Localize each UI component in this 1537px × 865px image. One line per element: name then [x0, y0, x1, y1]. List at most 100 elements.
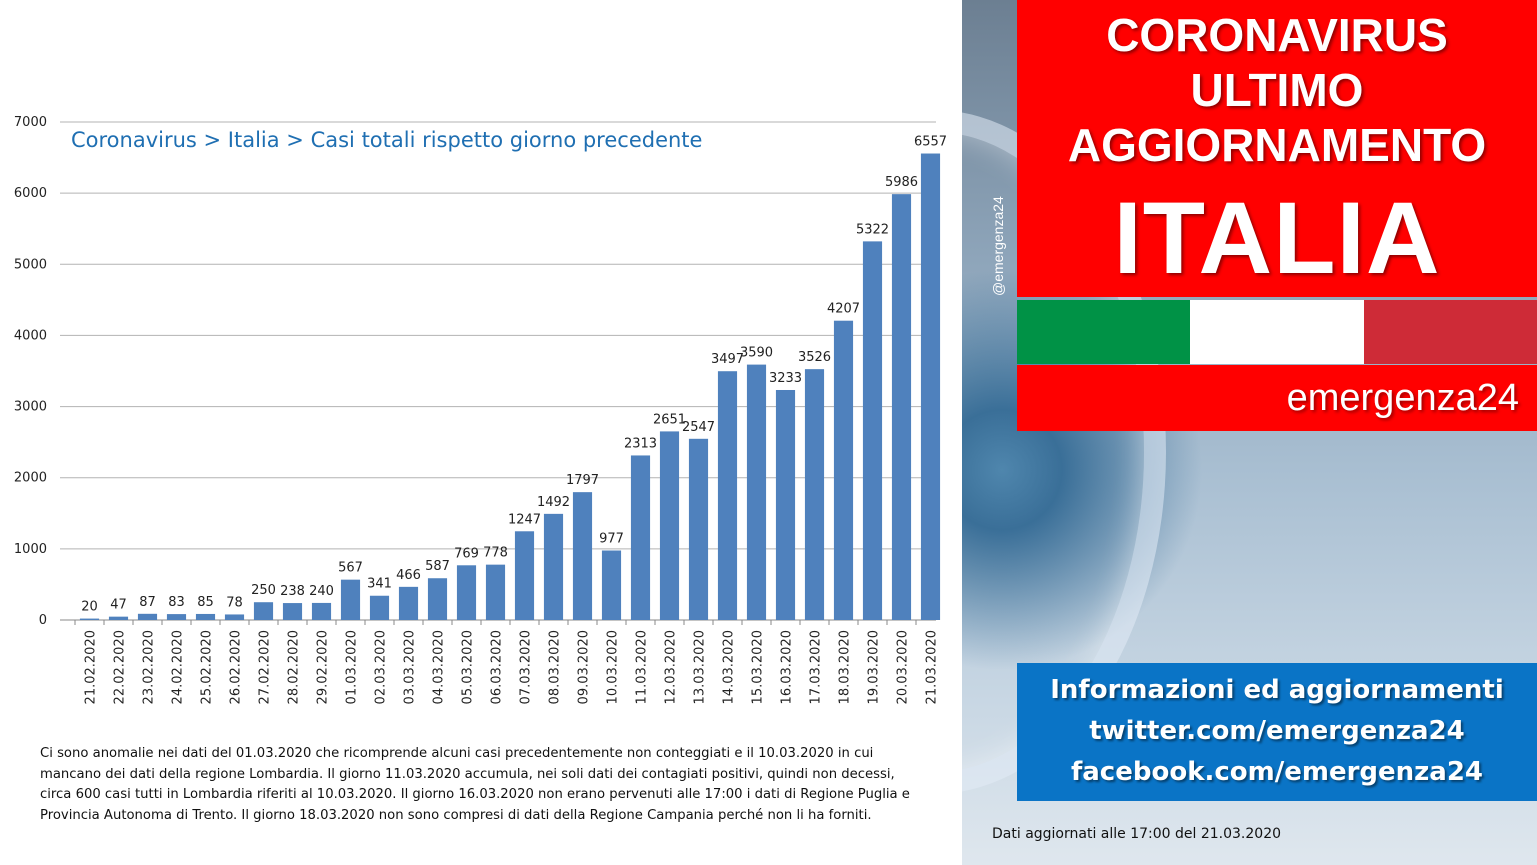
bar: [572, 492, 593, 620]
x-tick-label: 23.02.2020: [142, 630, 157, 704]
x-tick-label: 07.03.2020: [519, 630, 534, 704]
y-tick-label: 4000: [14, 328, 47, 343]
italian-flag: [1017, 300, 1537, 364]
data-label: 1247: [508, 512, 541, 527]
bar: [253, 602, 274, 620]
bar: [427, 578, 448, 620]
data-label: 78: [226, 595, 243, 610]
bar: [485, 564, 506, 620]
data-label: 87: [139, 595, 156, 610]
x-tick-label: 18.03.2020: [838, 630, 853, 704]
x-tick-label: 20.03.2020: [896, 630, 911, 704]
x-tick-label: 11.03.2020: [635, 630, 650, 704]
x-tick-label: 02.03.2020: [374, 630, 389, 704]
data-label: 466: [396, 568, 421, 583]
x-tick-label: 06.03.2020: [490, 630, 505, 704]
info-box: Informazioni ed aggiornamenti twitter.co…: [1017, 663, 1537, 801]
bar: [601, 550, 622, 620]
info-heading: Informazioni ed aggiornamenti: [1050, 675, 1504, 705]
x-tick-label: 25.02.2020: [200, 630, 215, 704]
bar: [775, 389, 796, 620]
x-tick-label: 03.03.2020: [403, 630, 418, 704]
bar: [398, 586, 419, 620]
bar: [166, 614, 187, 620]
bar: [311, 602, 332, 620]
x-tick-label: 17.03.2020: [809, 630, 824, 704]
flag-white-stripe: [1190, 300, 1364, 364]
x-tick-label: 08.03.2020: [548, 630, 563, 704]
bar: [862, 241, 883, 620]
y-tick-label: 1000: [14, 542, 47, 557]
data-label: 85: [197, 595, 214, 610]
chart-title: Coronavirus > Italia > Casi totali rispe…: [71, 128, 703, 152]
bar: [688, 438, 709, 620]
x-tick-label: 12.03.2020: [664, 630, 679, 704]
data-label: 341: [367, 577, 392, 592]
data-label: 3590: [740, 346, 773, 361]
headline-line-2: ULTIMO: [1190, 64, 1364, 116]
data-label: 977: [599, 531, 624, 546]
bar: [804, 369, 825, 620]
bar: [195, 613, 216, 620]
bar: [137, 613, 158, 620]
data-label: 1492: [537, 495, 570, 510]
twitter-link[interactable]: twitter.com/emergenza24: [1089, 716, 1465, 746]
data-label: 5986: [885, 175, 918, 190]
brand-box: emergenza24: [1017, 365, 1537, 431]
data-label: 769: [454, 546, 479, 561]
y-tick-label: 5000: [14, 257, 47, 272]
bar: [456, 565, 477, 620]
headline-line-3: AGGIORNAMENTO: [1067, 119, 1487, 171]
y-tick-label: 2000: [14, 471, 47, 486]
bar: [746, 364, 767, 620]
data-label: 3497: [711, 352, 744, 367]
x-tick-label: 21.03.2020: [925, 630, 940, 704]
x-tick-label: 10.03.2020: [606, 630, 621, 704]
x-tick-label: 22.02.2020: [113, 630, 128, 704]
data-label: 47: [110, 598, 127, 613]
bar: [224, 614, 245, 620]
headline-country: ITALIA: [1113, 181, 1441, 295]
y-tick-label: 6000: [14, 186, 47, 201]
flag-green-stripe: [1017, 300, 1191, 364]
headline-box: CORONAVIRUS ULTIMO AGGIORNAMENTO ITALIA: [1017, 0, 1537, 297]
x-tick-label: 14.03.2020: [722, 630, 737, 704]
x-tick-label: 16.03.2020: [780, 630, 795, 704]
bar: [79, 618, 100, 620]
data-label: 778: [483, 546, 508, 561]
x-tick-label: 24.02.2020: [171, 630, 186, 704]
data-label: 5322: [856, 222, 889, 237]
y-tick-label: 7000: [14, 115, 47, 130]
x-tick-label: 19.03.2020: [867, 630, 882, 704]
bar-chart: 0 1000 2000 3000 4000 5000 6000 7000 20 21.02.202…: [14, 115, 947, 704]
bar: [891, 194, 912, 620]
x-tick-label: 13.03.2020: [693, 630, 708, 704]
bar: [659, 431, 680, 620]
x-tick-label: 04.03.2020: [432, 630, 447, 704]
bar: [543, 513, 564, 620]
data-label: 6557: [914, 135, 947, 150]
bar: [630, 455, 651, 620]
data-label: 1797: [566, 473, 599, 488]
data-label: 2547: [682, 420, 715, 435]
y-tick-label: 0: [39, 613, 47, 628]
x-tick-label: 29.02.2020: [316, 630, 331, 704]
data-label: 250: [251, 583, 276, 598]
data-label: 2651: [653, 412, 686, 427]
bar: [369, 595, 390, 620]
data-label: 587: [425, 559, 450, 574]
data-label: 3233: [769, 371, 802, 386]
data-label: 4207: [827, 302, 860, 317]
y-tick-label: 3000: [14, 400, 47, 415]
facebook-link[interactable]: facebook.com/emergenza24: [1070, 757, 1484, 787]
bar: [108, 616, 129, 620]
data-label: 20: [81, 600, 98, 615]
headline-line-1: CORONAVIRUS: [1106, 9, 1448, 61]
data-note: Ci sono anomalie nei dati del 01.03.2020…: [40, 746, 910, 823]
x-tick-label: 05.03.2020: [461, 630, 476, 704]
data-label: 238: [280, 584, 305, 599]
x-tick-label: 09.03.2020: [577, 630, 592, 704]
data-label: 567: [338, 561, 363, 576]
bar: [340, 579, 361, 620]
x-tick-label: 01.03.2020: [345, 630, 360, 704]
